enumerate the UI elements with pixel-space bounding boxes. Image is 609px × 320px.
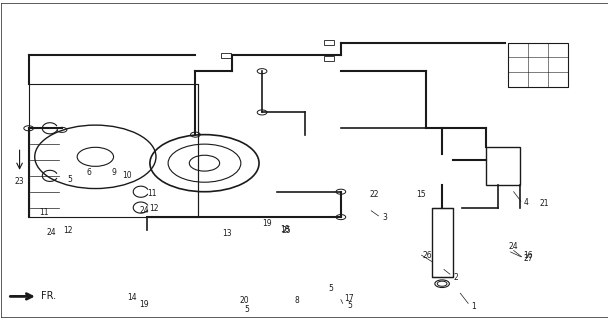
Text: 25: 25: [281, 226, 291, 235]
Text: FR.: FR.: [41, 292, 56, 301]
Text: 24: 24: [139, 206, 149, 215]
Bar: [29, 84, 199, 217]
Text: 8: 8: [295, 296, 300, 305]
Text: 13: 13: [222, 229, 231, 238]
Text: 17: 17: [345, 294, 354, 303]
Text: 5: 5: [67, 175, 72, 184]
Text: 21: 21: [539, 199, 549, 208]
Text: 23: 23: [15, 177, 24, 186]
Text: 5: 5: [329, 284, 334, 293]
Text: 27: 27: [524, 254, 533, 263]
Bar: [507, 43, 568, 87]
Bar: [487, 147, 519, 185]
Text: 20: 20: [239, 296, 249, 305]
Text: 16: 16: [523, 251, 532, 260]
Text: 19: 19: [262, 219, 272, 228]
Bar: [324, 56, 334, 61]
Bar: [324, 40, 334, 45]
Text: 24: 24: [46, 228, 56, 237]
Text: 22: 22: [370, 190, 379, 199]
Text: 19: 19: [139, 300, 149, 309]
Text: 10: 10: [122, 171, 132, 180]
Text: 6: 6: [86, 168, 91, 177]
Text: 2: 2: [453, 273, 458, 282]
Text: 1: 1: [471, 302, 476, 311]
Text: 4: 4: [524, 198, 529, 207]
Text: 24: 24: [508, 242, 518, 251]
Text: 18: 18: [280, 225, 290, 234]
Text: 15: 15: [416, 190, 426, 199]
Text: 5: 5: [244, 305, 248, 314]
Text: 12: 12: [63, 226, 72, 235]
Text: 26: 26: [422, 251, 432, 260]
Text: 12: 12: [149, 204, 159, 213]
Bar: [221, 53, 231, 58]
Text: 11: 11: [147, 189, 157, 198]
Text: 14: 14: [127, 292, 137, 301]
Text: 3: 3: [382, 213, 387, 222]
Text: 11: 11: [39, 208, 49, 218]
Text: 5: 5: [347, 301, 352, 310]
Bar: [432, 208, 453, 277]
Text: 9: 9: [111, 168, 116, 177]
